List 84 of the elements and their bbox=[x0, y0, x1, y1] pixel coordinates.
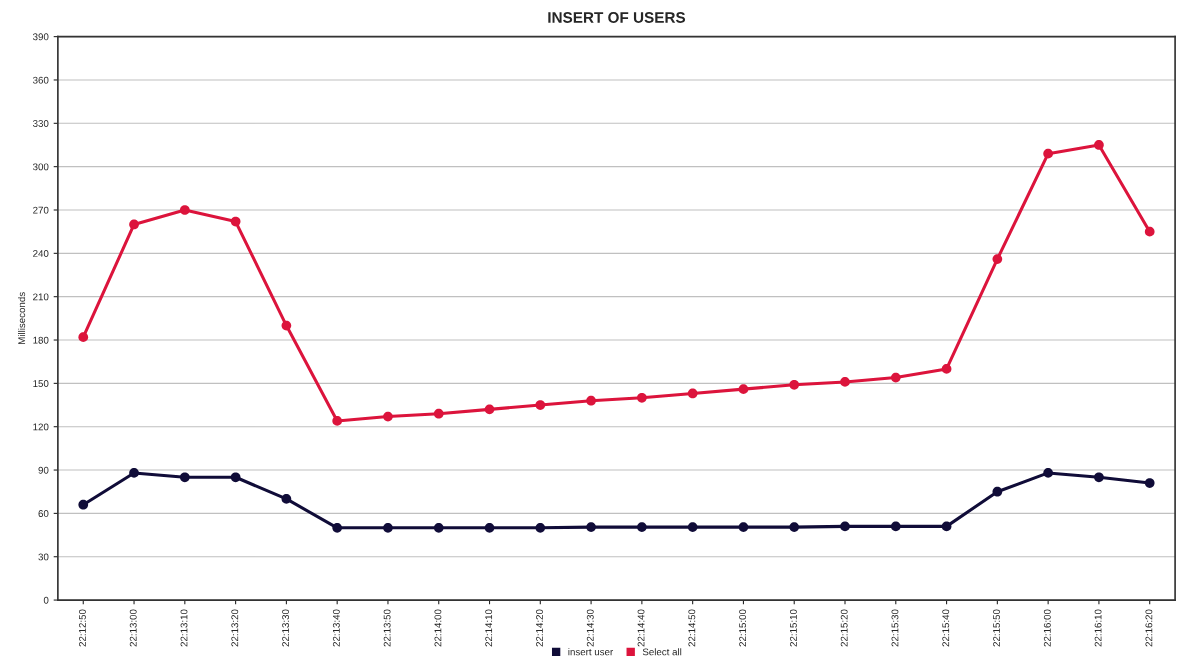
legend-label: Select all bbox=[642, 648, 682, 656]
point bbox=[535, 522, 546, 533]
point bbox=[179, 205, 190, 215]
point bbox=[637, 392, 647, 403]
x-tick-label: 22:14:10 bbox=[485, 609, 493, 647]
point bbox=[484, 404, 495, 415]
chart-title: INSERT OF USERS bbox=[548, 12, 686, 23]
x-tick-label: 22:15:40 bbox=[942, 609, 950, 647]
point bbox=[890, 372, 901, 383]
point bbox=[433, 408, 444, 419]
point bbox=[789, 522, 800, 532]
x-tick-label: 22:13:20 bbox=[231, 609, 239, 647]
point bbox=[129, 219, 139, 230]
x-tick-label: 22:15:00 bbox=[739, 609, 747, 647]
x-tick-label: 22:14:30 bbox=[586, 609, 594, 647]
point bbox=[383, 522, 393, 533]
x-tick-label: 22:14:50 bbox=[688, 609, 696, 647]
y-tick-label: 60 bbox=[38, 510, 49, 517]
y-tick-label: 330 bbox=[32, 120, 49, 127]
y-tick-label: 270 bbox=[33, 206, 49, 214]
x-tick-label: 22:15:20 bbox=[840, 609, 848, 647]
point bbox=[789, 379, 800, 390]
point bbox=[1144, 478, 1155, 488]
x-tick-label: 22:13:30 bbox=[282, 609, 289, 647]
x-tick-label: 22:15:50 bbox=[993, 609, 1000, 647]
y-tick-label: 390 bbox=[32, 33, 49, 41]
point bbox=[1043, 148, 1053, 159]
x-tick-label: 22:13:40 bbox=[332, 609, 340, 647]
point bbox=[332, 522, 343, 533]
y-tick-label: 30 bbox=[38, 553, 49, 561]
point bbox=[230, 216, 241, 227]
point bbox=[535, 400, 546, 410]
x-tick-label: 22:14:20 bbox=[536, 609, 543, 647]
y-tick-label: 180 bbox=[33, 336, 49, 344]
point bbox=[179, 472, 190, 483]
y-axis-title: Milliseconds bbox=[18, 292, 26, 345]
point bbox=[230, 472, 241, 483]
y-tick-label: 300 bbox=[32, 163, 49, 171]
point bbox=[687, 522, 698, 532]
x-tick-label: 22:16:20 bbox=[1145, 609, 1153, 647]
y-tick-label: 150 bbox=[33, 380, 49, 387]
point bbox=[687, 388, 698, 399]
x-tick-label: 22:12:50 bbox=[78, 609, 86, 647]
x-tick-label: 22:13:10 bbox=[180, 609, 188, 647]
point bbox=[433, 522, 444, 533]
x-tick-label: 22:13:50 bbox=[383, 609, 391, 647]
point bbox=[78, 499, 89, 510]
point bbox=[637, 522, 647, 532]
y-tick-label: 120 bbox=[33, 423, 49, 431]
point bbox=[992, 486, 1003, 497]
point bbox=[992, 254, 1003, 264]
point bbox=[1144, 226, 1155, 237]
point bbox=[383, 411, 393, 422]
y-tick-label: 210 bbox=[33, 293, 49, 301]
point bbox=[1094, 140, 1104, 150]
point bbox=[281, 320, 292, 331]
point bbox=[586, 395, 596, 406]
point bbox=[281, 494, 292, 504]
x-tick-label: 22:16:00 bbox=[1043, 609, 1051, 647]
point bbox=[332, 416, 343, 426]
x-tick-label: 22:13:00 bbox=[129, 609, 137, 647]
point bbox=[840, 521, 850, 532]
point bbox=[738, 384, 749, 394]
y-tick-label: 0 bbox=[43, 596, 49, 604]
y-tick-label: 360 bbox=[32, 76, 49, 84]
point bbox=[890, 521, 901, 532]
x-tick-label: 22:14:00 bbox=[434, 609, 442, 647]
point bbox=[1043, 468, 1053, 478]
point bbox=[586, 522, 596, 532]
point bbox=[78, 332, 89, 342]
point bbox=[484, 522, 495, 533]
y-tick-label: 90 bbox=[38, 466, 49, 474]
point bbox=[1094, 472, 1104, 483]
point bbox=[840, 377, 850, 387]
y-tick-label: 240 bbox=[33, 250, 49, 257]
x-tick-label: 22:15:10 bbox=[789, 609, 797, 647]
point bbox=[941, 521, 952, 532]
x-tick-label: 22:14:40 bbox=[637, 609, 645, 647]
x-tick-label: 22:16:10 bbox=[1094, 609, 1102, 647]
point bbox=[941, 364, 952, 374]
point bbox=[129, 468, 139, 478]
legend-label: insert user bbox=[568, 648, 614, 656]
point bbox=[738, 522, 749, 532]
x-tick-label: 22:15:30 bbox=[891, 609, 899, 647]
